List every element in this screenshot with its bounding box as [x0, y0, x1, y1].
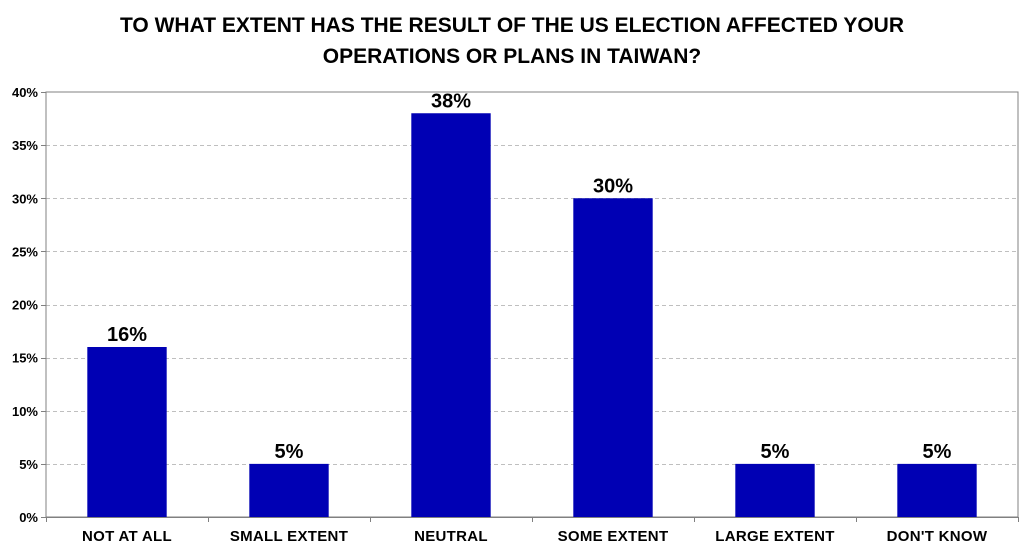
- y-tick-label-35: 35%: [12, 138, 38, 153]
- data-label-5: 5%: [923, 441, 952, 463]
- chart-title-line-2: OPERATIONS OR PLANS IN TAIWAN?: [322, 45, 702, 68]
- bar-5: [897, 463, 977, 517]
- y-tick-label-30: 30%: [12, 191, 38, 206]
- data-label-1: 5%: [275, 441, 304, 463]
- x-category-labels: NOT AT ALL SMALL EXTENT NEUTRAL SOME EXTENT…: [82, 528, 988, 545]
- plot-area: [45, 91, 1019, 518]
- category-label-4: LARGE EXTENT: [715, 528, 834, 545]
- category-label-1: SMALL EXTENT: [230, 528, 348, 545]
- gridlines: [46, 145, 1018, 465]
- y-tick-label-0: 0%: [19, 510, 38, 525]
- bars: [87, 113, 977, 517]
- data-label-2: 38%: [431, 90, 471, 112]
- plot-border: [45, 91, 1019, 518]
- y-tick-label-20: 20%: [12, 298, 38, 313]
- data-label-0: 16%: [107, 324, 147, 346]
- chart-title: TO WHAT EXTENT HAS THE RESULT OF THE US …: [0, 10, 1024, 72]
- bar-0: [87, 347, 167, 517]
- bar-4: [735, 463, 815, 517]
- bar-1: [249, 463, 329, 517]
- category-label-5: DON'T KNOW: [887, 528, 988, 545]
- y-tick-labels: 0% 5% 10% 15% 20% 25% 30% 35% 40%: [12, 85, 38, 525]
- bar-3: [573, 198, 653, 517]
- data-label-3: 30%: [593, 175, 633, 197]
- y-tick-label-5: 5%: [19, 457, 38, 472]
- y-tick-label-25: 25%: [12, 244, 38, 259]
- y-tick-label-10: 10%: [12, 404, 38, 419]
- y-tick-label-40: 40%: [12, 85, 38, 100]
- axes: [41, 92, 1019, 522]
- chart-title-line-1: TO WHAT EXTENT HAS THE RESULT OF THE US …: [119, 14, 904, 37]
- category-label-3: SOME EXTENT: [558, 528, 669, 545]
- category-label-0: NOT AT ALL: [82, 528, 172, 545]
- data-labels: 16% 5% 38% 30% 5% 5%: [107, 90, 952, 463]
- category-label-2: NEUTRAL: [414, 528, 488, 545]
- y-tick-label-15: 15%: [12, 351, 38, 366]
- data-label-4: 5%: [761, 441, 790, 463]
- bar-2: [411, 113, 491, 517]
